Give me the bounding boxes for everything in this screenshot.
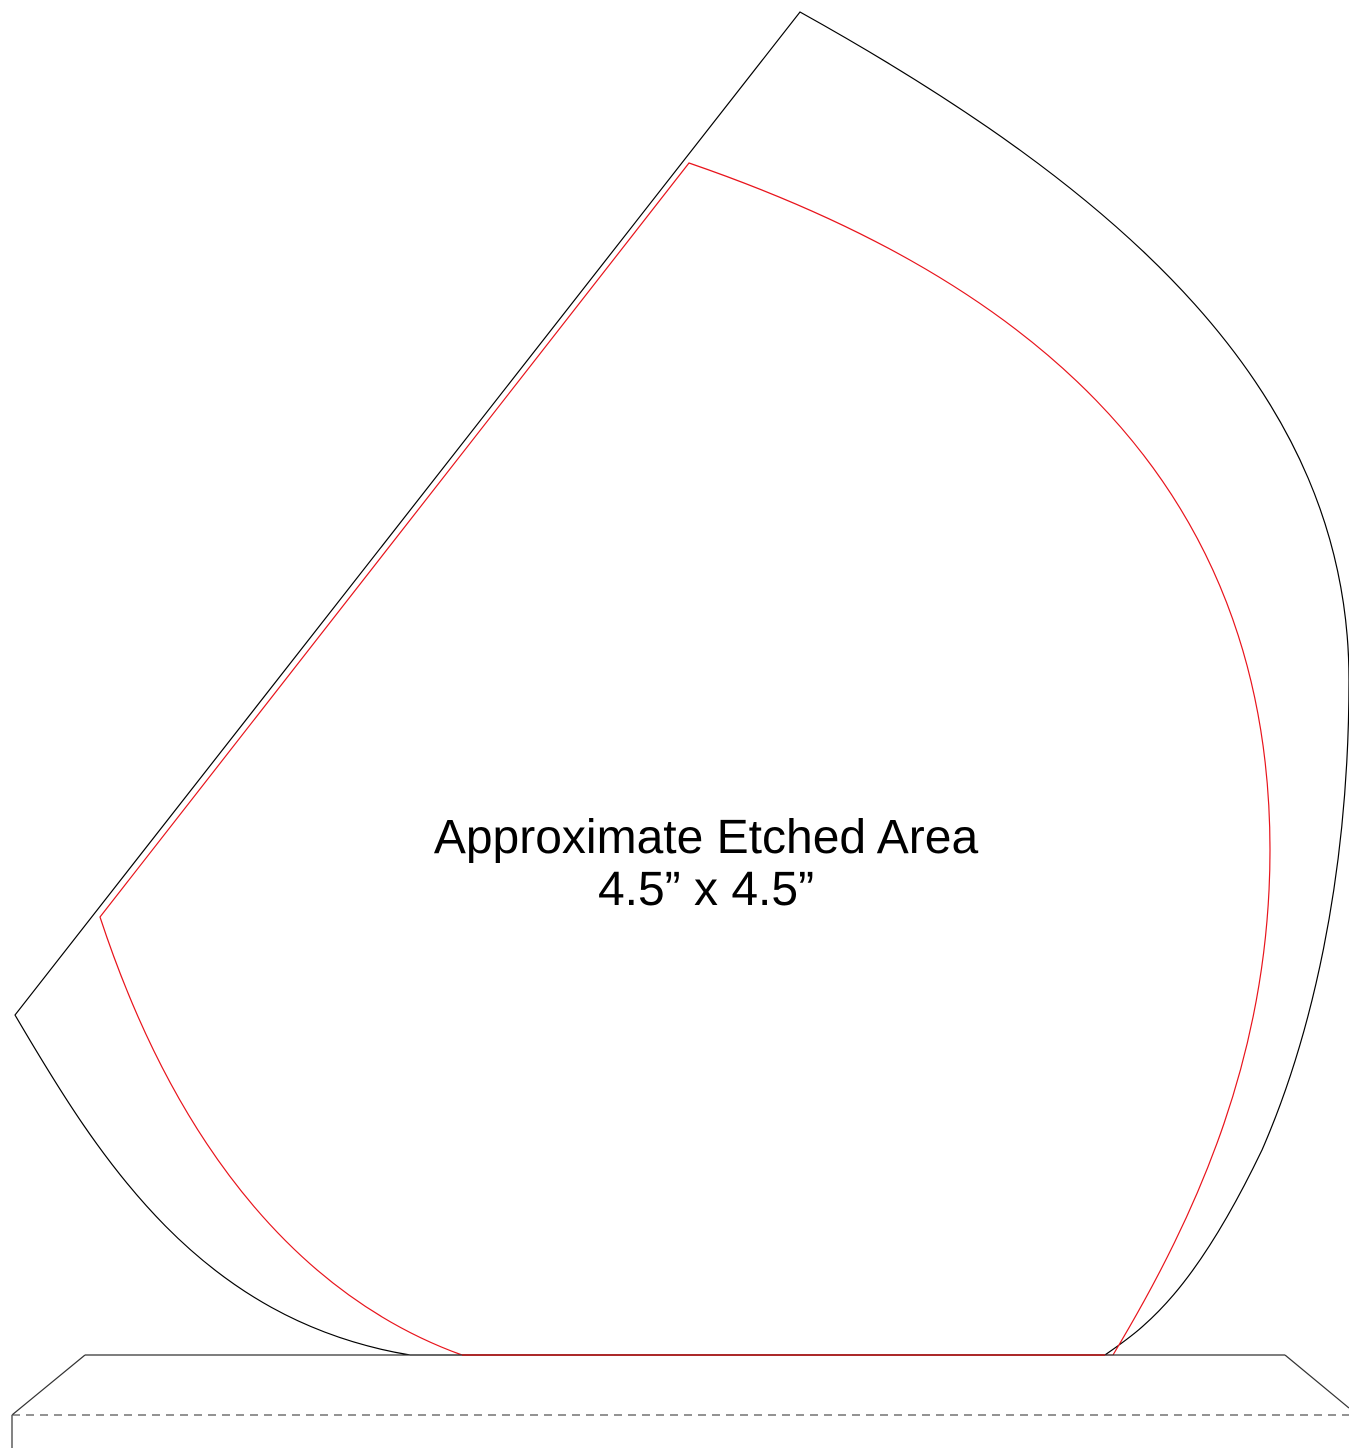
award-outline — [14, 11, 1349, 1356]
etched-area-size: 4.5” x 4.5” — [597, 863, 815, 916]
etched-area-title: Approximate Etched Area — [433, 811, 979, 864]
etched-area-label: Approximate Etched Area 4.5” x 4.5” — [300, 812, 1112, 916]
base-right-edge — [1284, 1354, 1349, 1409]
etched-area-outline — [99, 162, 1271, 1356]
base-left-edge — [11, 1354, 86, 1416]
